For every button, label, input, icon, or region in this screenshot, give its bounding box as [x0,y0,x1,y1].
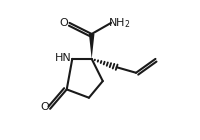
Text: NH$_2$: NH$_2$ [108,16,131,30]
Text: O: O [59,18,68,28]
Text: O: O [40,102,49,112]
Polygon shape [89,34,94,59]
Text: HN: HN [55,53,72,63]
